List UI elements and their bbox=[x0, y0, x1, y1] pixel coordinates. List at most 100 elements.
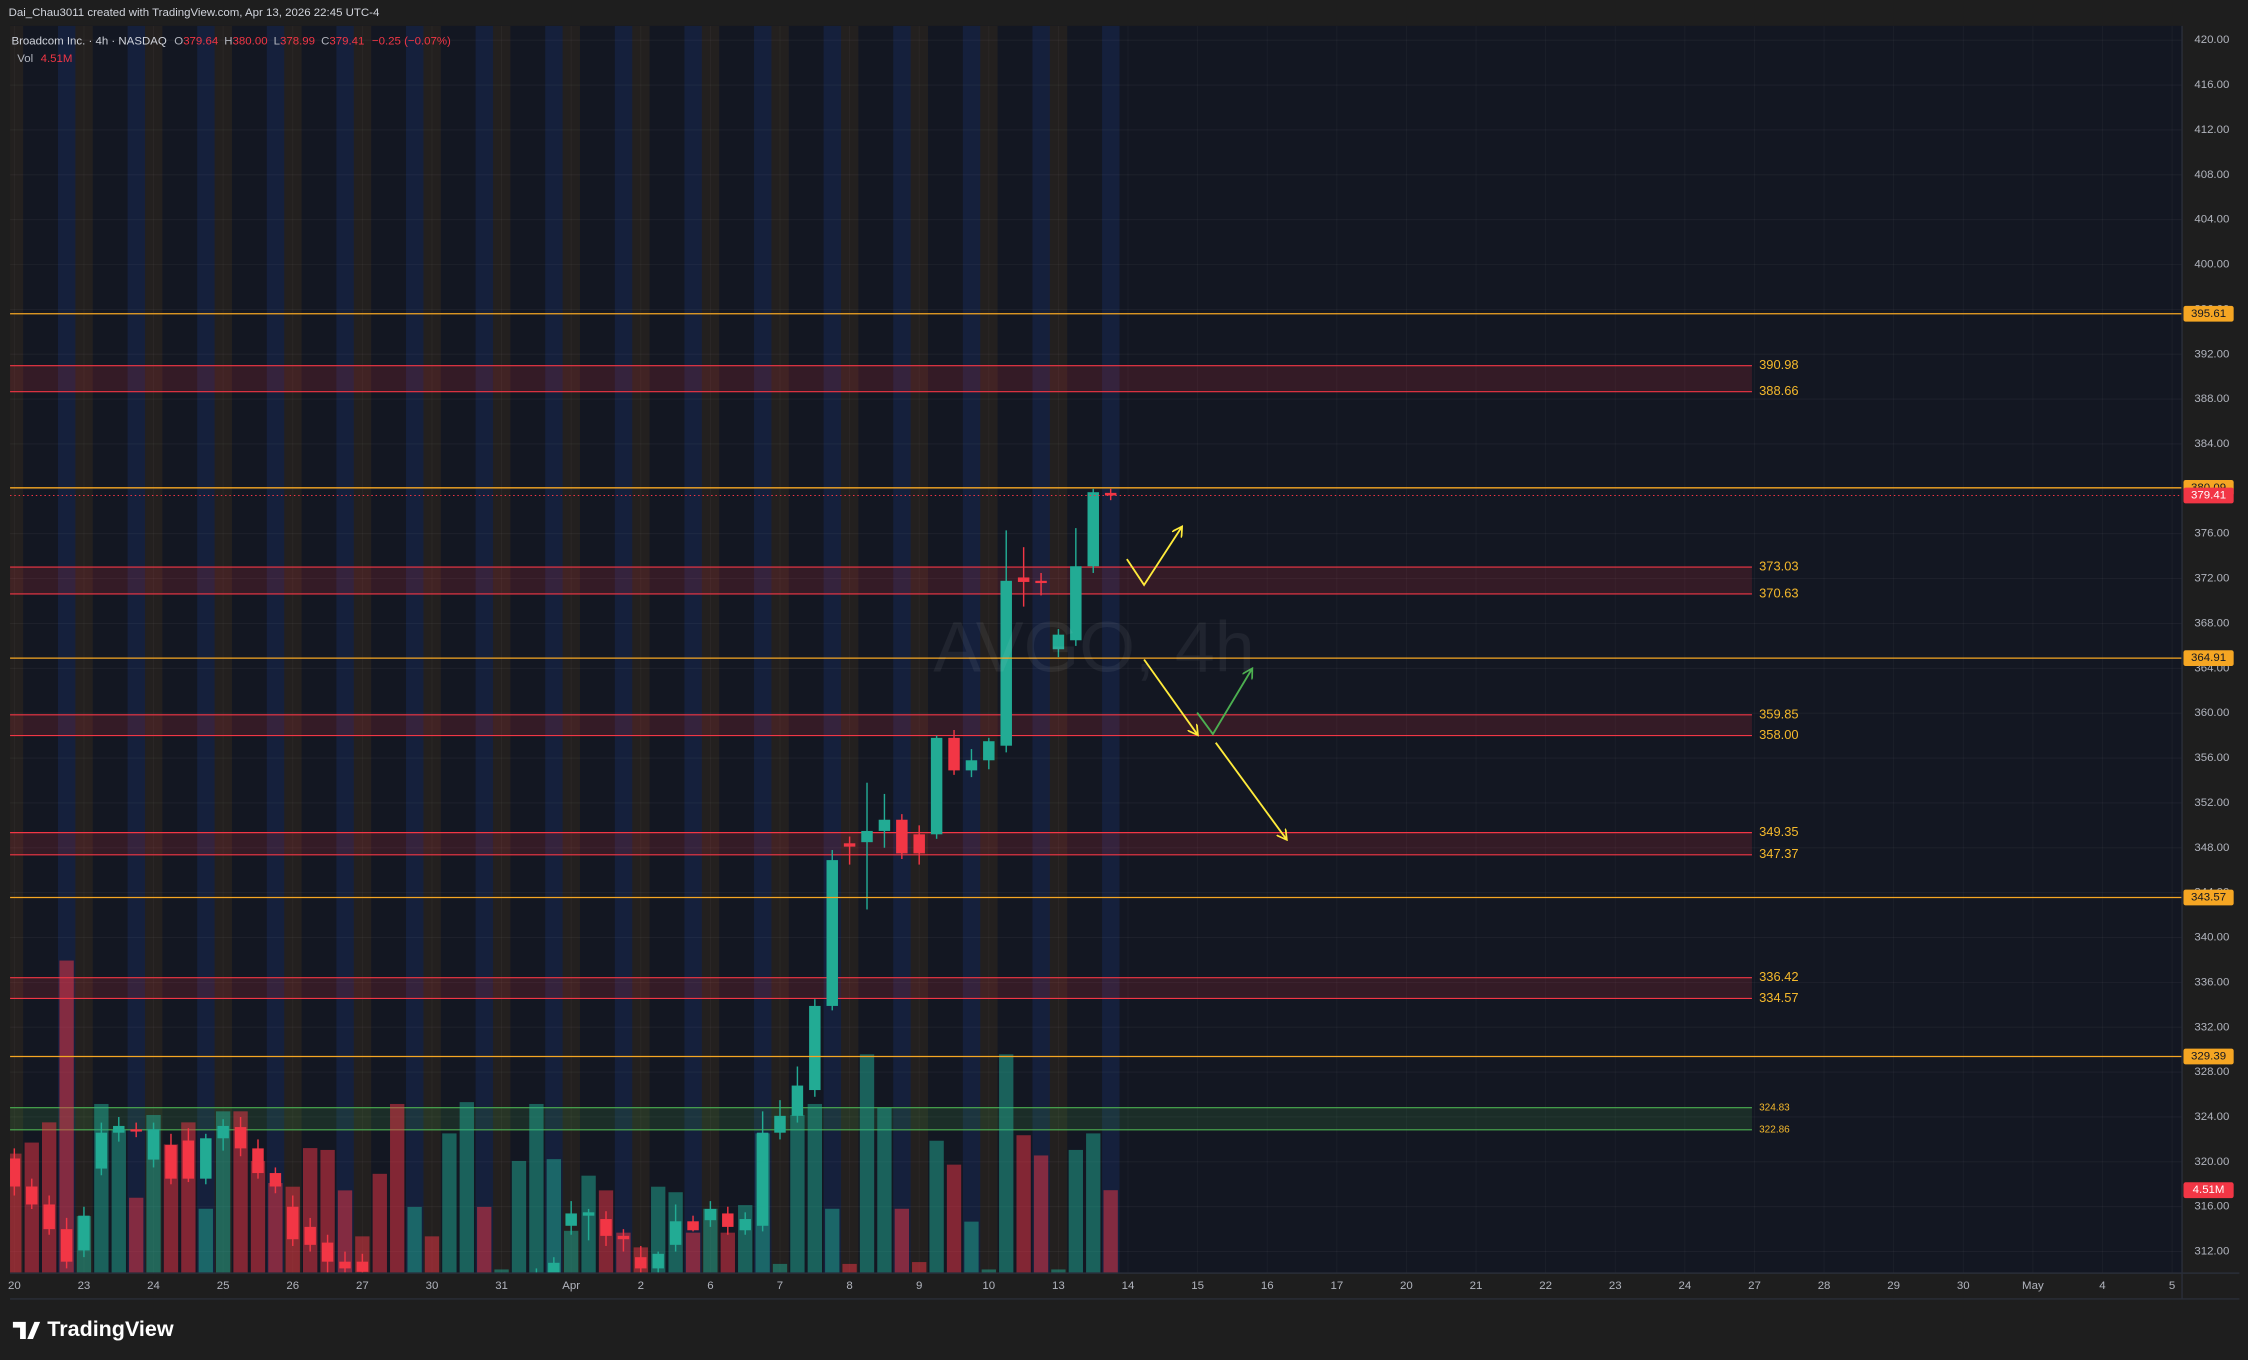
y-tick-label: 368.00 bbox=[2194, 617, 2229, 629]
volume-bar bbox=[424, 1236, 440, 1274]
current-price-tag bbox=[2183, 487, 2234, 504]
level-tag-label: 364.91 bbox=[2191, 652, 2226, 664]
volume-bar bbox=[616, 1232, 631, 1274]
candle-body bbox=[339, 1261, 351, 1269]
volume-bar bbox=[999, 1054, 1014, 1274]
volume-bar bbox=[477, 1206, 492, 1274]
volume-bar bbox=[442, 1133, 457, 1274]
y-tick-label: 392.00 bbox=[2194, 348, 2229, 360]
volume-bar bbox=[250, 1160, 266, 1274]
zone-label: 373.03 bbox=[1759, 558, 1798, 573]
candle-body bbox=[130, 1129, 142, 1132]
x-tick-label: 23 bbox=[1609, 1280, 1622, 1292]
candle-body bbox=[147, 1129, 160, 1160]
volume-bar bbox=[859, 1054, 875, 1274]
x-tick-label: 24 bbox=[147, 1280, 160, 1292]
zone-label: 349.35 bbox=[1759, 824, 1798, 839]
x-tick-label: 2 bbox=[638, 1280, 644, 1292]
volume-bar bbox=[511, 1160, 527, 1274]
candle-body bbox=[26, 1186, 38, 1205]
zone-fill bbox=[10, 714, 1752, 736]
x-tick-label: 16 bbox=[1261, 1280, 1274, 1292]
logo-text: TradingView bbox=[47, 1317, 174, 1341]
legend-label: Vol bbox=[17, 53, 33, 65]
candle-body bbox=[1000, 580, 1012, 746]
level-tag bbox=[2183, 650, 2234, 666]
volume-bar bbox=[964, 1221, 979, 1274]
session-shade bbox=[1102, 25, 1120, 1274]
y-tick-label: 420.00 bbox=[2194, 34, 2229, 46]
zone-label: 336.42 bbox=[1759, 969, 1798, 984]
legend-change: −0.25 (−0.07%) bbox=[372, 36, 451, 48]
zone-label: 358.00 bbox=[1759, 727, 1798, 742]
zone-fill bbox=[10, 977, 1752, 999]
volume-bar bbox=[1103, 1190, 1118, 1274]
candle-body bbox=[896, 819, 908, 854]
session-shade bbox=[197, 25, 215, 1274]
volume-bar bbox=[459, 1102, 474, 1274]
candle-body bbox=[704, 1208, 717, 1221]
zone-label: 334.57 bbox=[1759, 990, 1798, 1005]
volume-bar bbox=[894, 1208, 910, 1274]
candle-body bbox=[321, 1242, 334, 1262]
zone-fill bbox=[10, 832, 1752, 855]
x-tick-label: 21 bbox=[1470, 1280, 1483, 1292]
session-shade bbox=[840, 25, 859, 1274]
header: Dai_Chau3011 created with TradingView.co… bbox=[9, 7, 380, 19]
x-tick-label: 5 bbox=[2169, 1280, 2175, 1292]
volume-bar bbox=[685, 1232, 701, 1274]
candle-body bbox=[95, 1132, 108, 1169]
candle-body bbox=[983, 741, 995, 761]
level-tag bbox=[2183, 889, 2234, 906]
volume-bar bbox=[59, 960, 74, 1274]
session-shade bbox=[962, 25, 981, 1274]
candle-body bbox=[10, 1158, 21, 1187]
candle-body bbox=[287, 1206, 299, 1240]
session-shade bbox=[127, 25, 146, 1274]
y-tick-label: 320.00 bbox=[2194, 1156, 2229, 1168]
candle-body bbox=[78, 1215, 90, 1251]
volume-tag-label: 4.51M bbox=[2193, 1184, 2225, 1196]
volume-bar bbox=[390, 1103, 405, 1274]
session-shade bbox=[144, 25, 163, 1274]
candle-body bbox=[756, 1132, 769, 1226]
footer-logo: TradingView bbox=[12, 1317, 174, 1341]
session-shade bbox=[614, 25, 633, 1274]
legend-label: C bbox=[321, 36, 329, 48]
candle-body bbox=[774, 1115, 786, 1133]
y-tick-label: 388.00 bbox=[2194, 393, 2229, 405]
volume-bar bbox=[320, 1149, 335, 1274]
arrow bbox=[1215, 742, 1286, 839]
logo-icon bbox=[12, 1321, 41, 1340]
x-tick-label: 31 bbox=[495, 1280, 508, 1292]
x-tick-label: 20 bbox=[8, 1280, 21, 1292]
candle-body bbox=[234, 1127, 247, 1149]
candle-body bbox=[930, 737, 943, 835]
candle-body bbox=[217, 1125, 229, 1139]
candle-body bbox=[60, 1229, 73, 1262]
volume-bar bbox=[564, 1230, 579, 1274]
level-tag bbox=[2183, 1048, 2234, 1065]
volume-bar bbox=[529, 1103, 544, 1274]
volume-bar bbox=[372, 1173, 387, 1274]
legend-label: L bbox=[274, 36, 280, 48]
session-shade bbox=[632, 25, 650, 1274]
volume-bar bbox=[1068, 1149, 1083, 1274]
session-shade bbox=[545, 25, 563, 1274]
overlay: 312.00 316.00 320.00 324.00 328.00 332.00 336.… bbox=[8, 25, 2240, 1300]
x-tick-label: 17 bbox=[1330, 1280, 1343, 1292]
volume-bar bbox=[929, 1140, 944, 1274]
y-tick-label: 340.00 bbox=[2194, 932, 2229, 944]
y-tick-label: 312.00 bbox=[2194, 1246, 2229, 1258]
session-shade bbox=[893, 25, 911, 1274]
candle-body bbox=[948, 737, 960, 771]
x-tick-label: 20 bbox=[1400, 1280, 1413, 1292]
volume-bar bbox=[303, 1148, 318, 1274]
session-shade bbox=[771, 25, 789, 1274]
y-tick-label: 352.00 bbox=[2194, 797, 2229, 809]
x-tick-label: 27 bbox=[1748, 1280, 1761, 1292]
x-tick-label: 14 bbox=[1122, 1280, 1135, 1292]
candle-body bbox=[652, 1253, 664, 1269]
session-shade bbox=[353, 25, 372, 1274]
